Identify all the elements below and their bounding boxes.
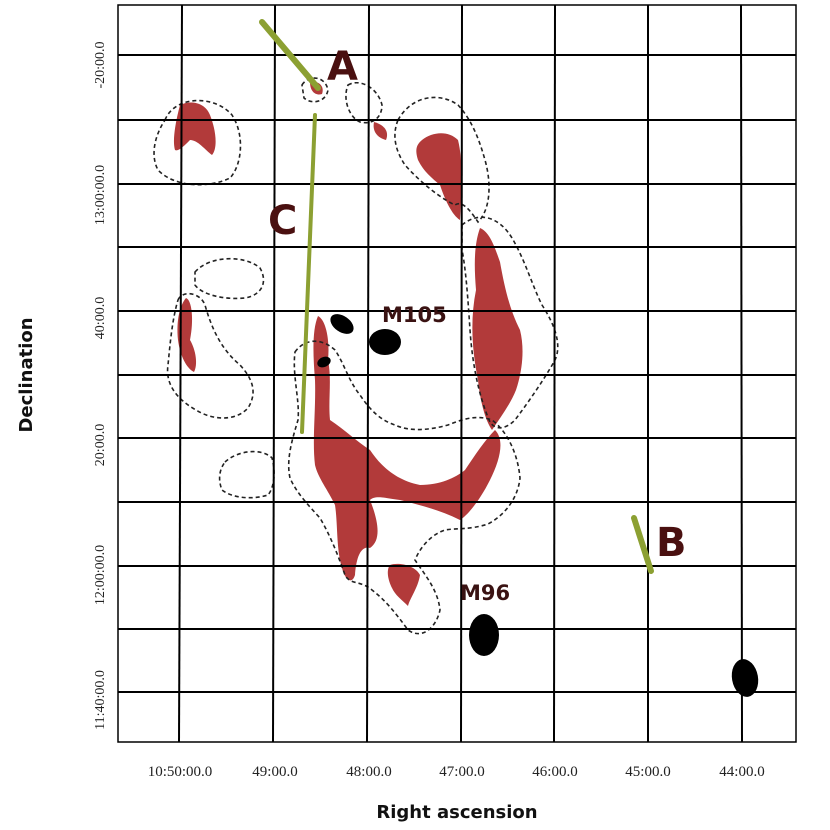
x-tick-label: 48:00.0	[346, 764, 391, 780]
galaxy-m96	[469, 614, 499, 656]
track-a	[259, 19, 321, 91]
coordinate-grid	[118, 4, 796, 743]
plot-frame	[117, 4, 797, 743]
galaxies	[317, 314, 759, 697]
y-tick-label: 12:00:00.0	[93, 545, 108, 605]
x-tick-label: 45:00.0	[625, 764, 670, 780]
x-tick-label: 10:50:00.0	[148, 764, 213, 780]
label-c: C	[268, 198, 297, 244]
y-tick-labels: -20:00.0 13:00:00.0 40:00.0 20:00.0 12:0…	[93, 41, 108, 729]
galaxy-ngc3384	[330, 314, 354, 334]
galaxy-small	[317, 356, 331, 368]
tracks	[259, 19, 654, 574]
y-tick-label: -20:00.0	[93, 41, 108, 88]
x-tick-label: 46:00.0	[532, 764, 577, 780]
label-b: B	[656, 520, 687, 566]
x-tick-label: 47:00.0	[439, 764, 484, 780]
x-tick-label: 49:00.0	[252, 764, 297, 780]
label-a: A	[327, 44, 358, 90]
y-tick-label: 13:00:00.0	[93, 165, 108, 225]
galaxy-m105	[369, 329, 401, 355]
x-tick-label: 44:00.0	[719, 764, 764, 780]
track-b	[631, 515, 654, 574]
y-axis-title: Declination	[16, 317, 37, 432]
galaxy-east	[731, 659, 759, 697]
y-tick-label: 40:00.0	[93, 297, 108, 339]
x-axis-title: Right ascension	[376, 802, 537, 823]
x-tick-labels: 10:50:00.0 49:00.0 48:00.0 47:00.0 46:00…	[148, 764, 765, 780]
hi-contours	[153, 77, 559, 635]
label-m96: M96	[460, 581, 510, 605]
hi-emission	[173, 81, 523, 606]
label-m105: M105	[382, 303, 447, 327]
y-tick-label: 11:40:00.0	[93, 670, 108, 730]
y-tick-label: 20:00.0	[93, 424, 108, 466]
track-c	[300, 113, 317, 434]
